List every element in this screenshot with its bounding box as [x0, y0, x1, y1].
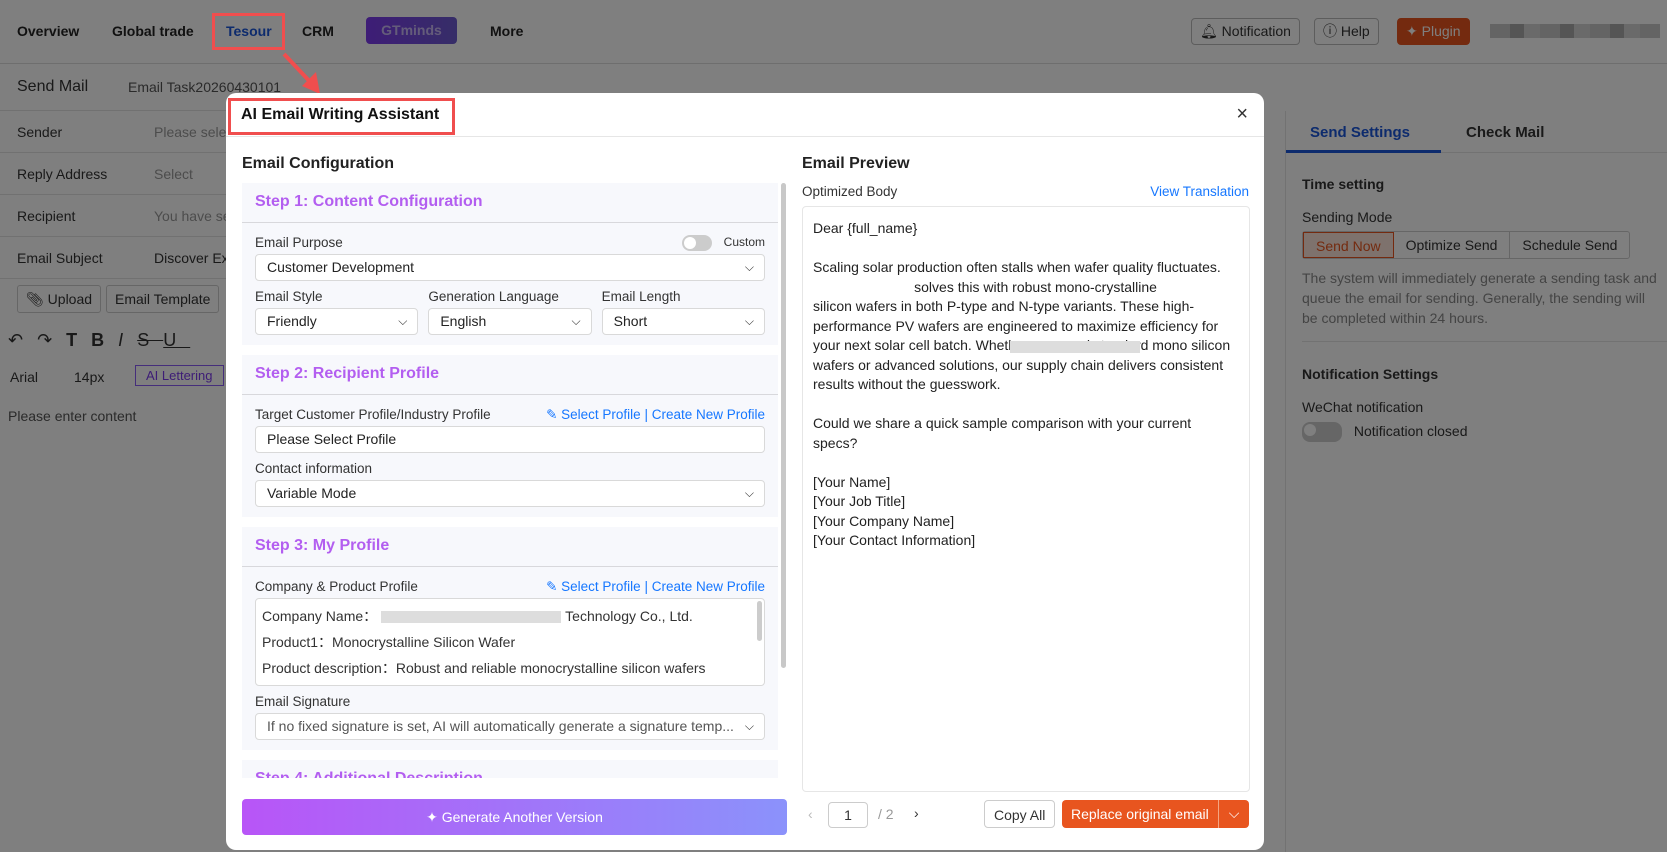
chevron-down-icon: ⌵	[744, 719, 754, 733]
optimized-body-label: Optimized Body	[802, 184, 898, 199]
modal-header: AI Email Writing Assistant ×	[226, 93, 1264, 137]
replace-original-email-button[interactable]: Replace original email	[1062, 800, 1219, 828]
config-scroll[interactable]: Step 1: Content Configuration Email Purp…	[242, 183, 786, 778]
chevron-down-icon: ⌵	[744, 486, 754, 500]
view-translation-link[interactable]: View Translation	[1150, 184, 1249, 199]
scrollbar[interactable]	[757, 601, 762, 641]
step4-title: Step 4: Additional Description	[242, 760, 778, 778]
page-input[interactable]: 1	[828, 802, 868, 828]
config-scrollbar[interactable]	[781, 183, 786, 668]
ai-email-assistant-modal: AI Email Writing Assistant × Email Confi…	[226, 93, 1264, 850]
highlight-box-tesour	[212, 13, 285, 50]
contact-select[interactable]: Variable Mode ⌵	[255, 480, 765, 507]
page-total: / 2	[878, 806, 894, 822]
config-heading: Email Configuration	[242, 155, 394, 172]
language-select[interactable]: English ⌵	[428, 308, 592, 335]
email-style-select[interactable]: Friendly ⌵	[255, 308, 419, 335]
step3-section: Step 3: My Profile Company & Product Pro…	[242, 527, 778, 750]
preview-heading: Email Preview	[802, 155, 910, 172]
step2-section: Step 2: Recipient Profile Target Custome…	[242, 355, 778, 517]
chevron-down-icon: ⌵	[398, 314, 408, 328]
select-company-profile-link[interactable]: ✎ Select Profile | Create New Profile	[546, 578, 765, 594]
edit-icon: ✎	[546, 578, 562, 594]
chevron-down-icon[interactable]: ⌵	[1228, 805, 1240, 821]
company-profile-box[interactable]: Company Name： Technology Co., Ltd. Produc…	[255, 598, 765, 686]
chevron-down-icon: ⌵	[744, 260, 754, 274]
step3-title: Step 3: My Profile	[242, 527, 778, 567]
signature-select[interactable]: If no fixed signature is set, AI will au…	[255, 713, 765, 740]
generate-another-version-button[interactable]: ✦ Generate Another Version	[242, 799, 787, 835]
step1-title: Step 1: Content Configuration	[242, 183, 778, 223]
chevron-down-icon: ⌵	[571, 314, 581, 328]
close-icon[interactable]: ×	[1236, 103, 1248, 125]
copy-all-button[interactable]: Copy All	[984, 800, 1056, 828]
target-profile-input[interactable]: Please Select Profile	[255, 426, 765, 453]
highlight-box-title	[228, 98, 455, 135]
step2-title: Step 2: Recipient Profile	[242, 355, 778, 395]
step1-section: Step 1: Content Configuration Email Purp…	[242, 183, 778, 345]
select-profile-link[interactable]: ✎ Select Profile | Create New Profile	[546, 406, 765, 422]
blurred-company-name	[1010, 341, 1140, 353]
prev-page-icon[interactable]: ‹	[808, 806, 813, 822]
email-length-select[interactable]: Short ⌵	[601, 308, 765, 335]
email-preview-body[interactable]: Dear {full_name} Scaling solar productio…	[802, 206, 1250, 792]
email-purpose-select[interactable]: Customer Development ⌵	[255, 254, 765, 281]
annotation-arrow-icon	[282, 52, 320, 94]
chevron-down-icon: ⌵	[744, 314, 754, 328]
step4-section: Step 4: Additional Description	[242, 760, 778, 778]
blurred-company-name	[381, 611, 562, 624]
sparkle-icon: ✦	[426, 809, 442, 825]
modal-title: AI Email Writing Assistant	[241, 106, 440, 123]
next-page-icon[interactable]: ›	[914, 805, 919, 821]
custom-toggle[interactable]	[682, 234, 713, 251]
replace-email-button-group: Replace original email ⌵	[1062, 800, 1249, 828]
edit-icon: ✎	[546, 406, 562, 422]
